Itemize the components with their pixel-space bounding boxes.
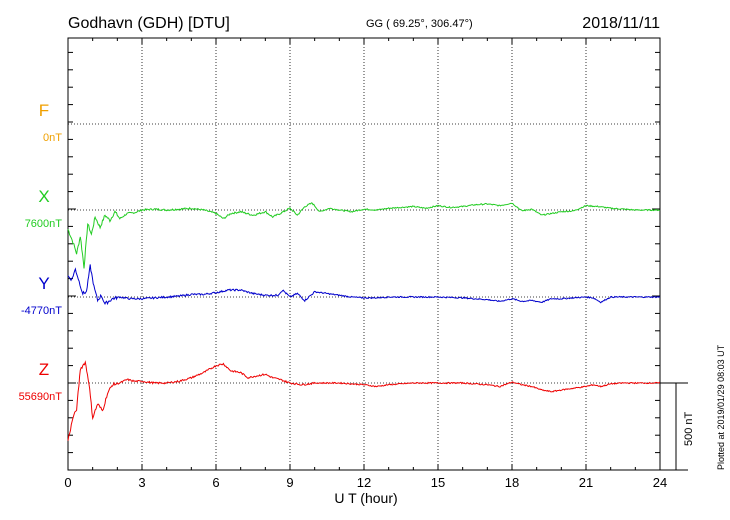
x-tick-label: 24 (653, 475, 667, 490)
x-tick-label: 3 (138, 475, 145, 490)
traces (67, 202, 661, 441)
scale-bar-label: 500 nT (683, 411, 695, 446)
series-name-z: Z (39, 360, 49, 379)
date-label: 2018/11/11 (582, 15, 660, 32)
x-tick-labels: 0 3 6 9 12 15 18 21 24 (64, 475, 667, 490)
trace-x (67, 202, 661, 269)
station-title: Godhavn (GDH) [DTU] (68, 15, 230, 32)
axis-ticks (67, 38, 661, 471)
series-baseline-z: 55690nT (19, 391, 63, 403)
x-tick-label: 12 (357, 475, 371, 490)
trace-y (67, 264, 661, 306)
series-labels: F 0nT X 7600nT Y -4770nT Z 55690nT (19, 101, 63, 403)
x-tick-label: 21 (579, 475, 593, 490)
plotted-note: Plotted at 2019/01/29 08:03 UT (716, 344, 726, 470)
trace-z (67, 360, 661, 441)
x-tick-label: 18 (505, 475, 519, 490)
series-baseline-f: 0nT (43, 132, 62, 144)
series-baseline-y: -4770nT (21, 305, 62, 317)
x-tick-label: 6 (212, 475, 219, 490)
x-tick-label: 0 (64, 475, 71, 490)
series-name-y: Y (38, 274, 49, 293)
x-tick-label: 15 (431, 475, 445, 490)
series-name-f: F (39, 101, 49, 120)
series-baseline-x: 7600nT (25, 218, 63, 230)
grid (68, 38, 660, 470)
series-name-x: X (38, 187, 49, 206)
coordinates-label: GG ( 69.25°, 306.47°) (366, 18, 473, 30)
scale-bar: 500 nT (660, 382, 695, 471)
x-axis-label: U T (hour) (334, 490, 397, 506)
x-tick-label: 9 (286, 475, 293, 490)
